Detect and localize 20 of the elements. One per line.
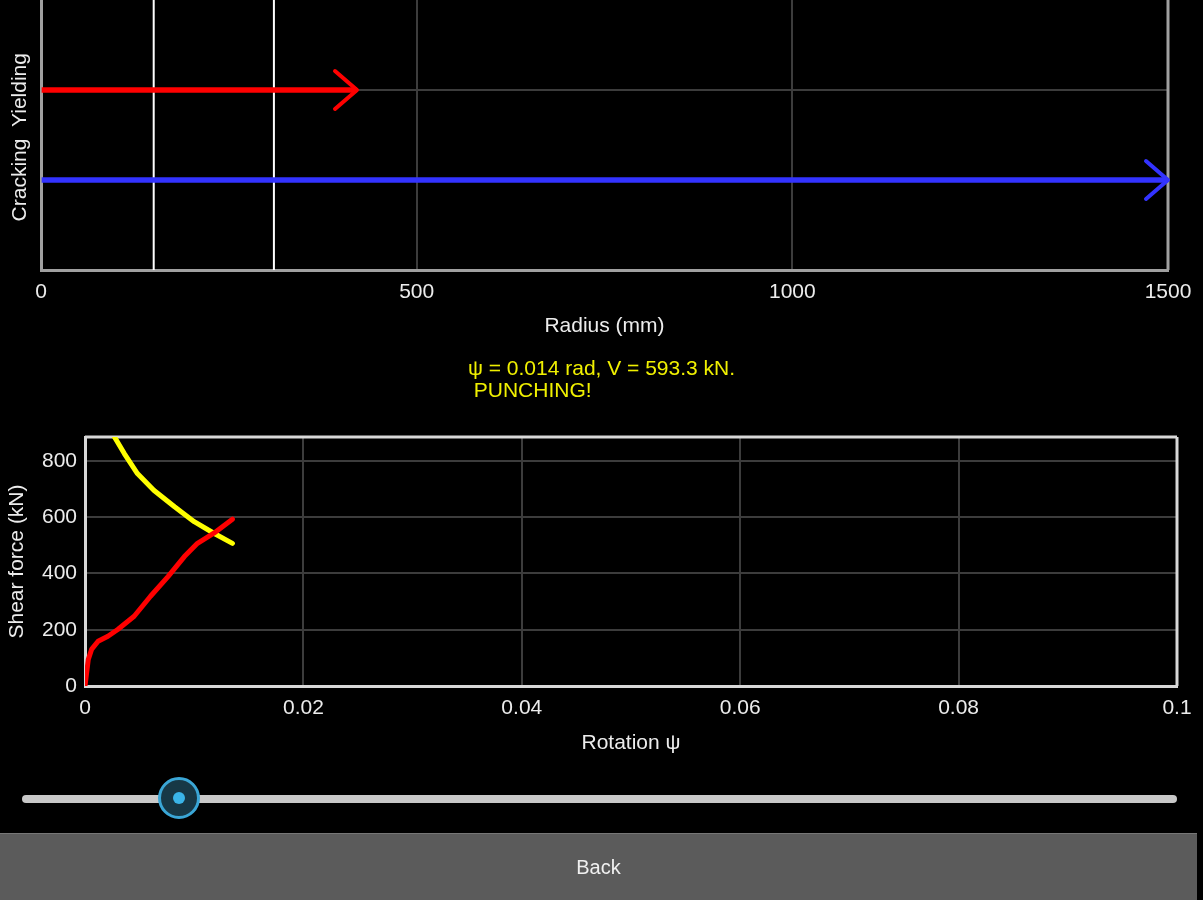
y-tick-label: 600: [41, 503, 77, 527]
y-tick-label: Yielding: [6, 53, 30, 127]
x-tick-label: 0.04: [501, 695, 543, 719]
chart-title: ψ = 0.014 rad, V = 593.3 kN.: [467, 355, 736, 379]
y-tick-label: 400: [41, 560, 77, 584]
x-tick-label: 1000: [768, 279, 816, 303]
y-tick-label: 200: [41, 616, 77, 640]
y-tick-label: Cracking: [6, 138, 30, 222]
y-tick-label: 800: [41, 447, 77, 471]
x-tick-label: 0.1: [1162, 695, 1192, 719]
x-tick-label: 1500: [1144, 279, 1192, 303]
button: Back: [0, 833, 1197, 900]
y-axis-title: Shear force (kN): [4, 484, 28, 639]
x-axis-title: Radius (mm): [544, 313, 665, 337]
x-tick-label: 500: [399, 279, 435, 303]
y-tick-label: 0: [65, 672, 77, 696]
x-tick-label: 0.08: [938, 695, 980, 719]
x-tick-label: 0.06: [719, 695, 761, 719]
x-axis-title: Rotation ψ: [581, 730, 681, 754]
x-tick-label: 0.02: [282, 695, 324, 719]
